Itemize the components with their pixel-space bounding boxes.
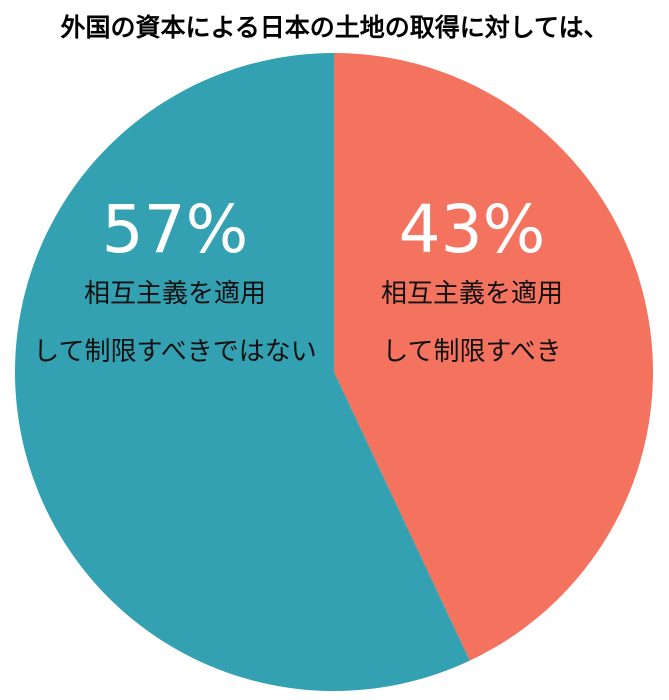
pie-slice xyxy=(334,53,653,661)
value-label: 43% xyxy=(398,191,546,268)
category-label: 相互主義を適用 して制限すべき xyxy=(380,279,564,367)
category-label: 相互主義を適用 して制限すべきではない xyxy=(33,279,317,367)
value-label: 57% xyxy=(101,191,249,268)
pie-slice xyxy=(14,53,470,691)
chart-title: 外国の資本による日本の土地の取得に対しては、 xyxy=(60,13,609,42)
